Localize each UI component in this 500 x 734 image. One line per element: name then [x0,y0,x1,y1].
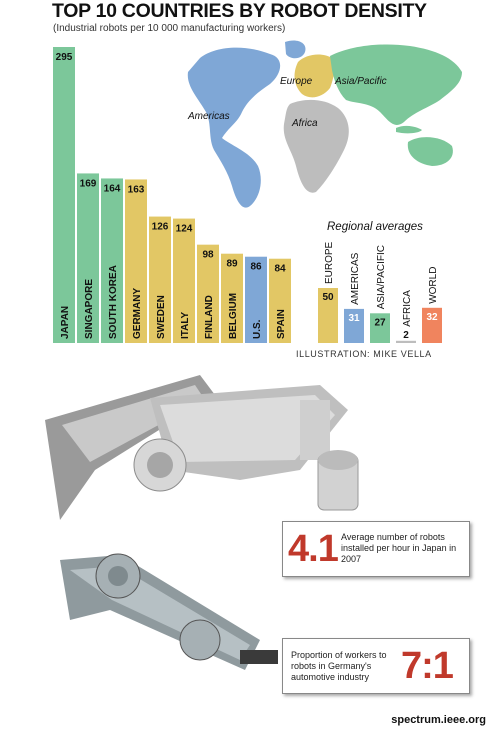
bar-sweden [149,216,171,343]
map-americas [187,47,281,208]
bar-spain [269,258,291,343]
bar-south-korea [101,178,123,343]
bar-italy [173,218,195,343]
map-australia [407,137,453,166]
stat-value-robots-per-hour: 4.1 [288,528,339,570]
region-bar-value-label: 2 [403,330,409,341]
stat-value-worker-ratio: 7:1 [401,645,454,687]
bar-u-s- [245,256,267,343]
stat-text-robots-per-hour: Average number of robots installed per h… [341,532,457,564]
stat-box-robots-per-hour: 4.1 Average number of robots installed p… [282,521,470,577]
map-label-europe: Europe [280,76,313,87]
regional-bar-chart: 50 EUROPE 31 AMERICAS 27 ASIA/PACIFIC 2 AFRICA 3… [318,241,442,343]
bar-category-label: SPAIN [276,309,287,339]
bar-category-label: FINLAND [204,295,215,339]
bar-value-label: 86 [250,262,262,273]
bar-category-label: ITALY [180,311,191,339]
region-bar-americas [344,308,364,343]
bar-germany [125,179,147,343]
footer-source: spectrum.ieee.org [391,714,486,726]
stat-text-worker-ratio: Proportion of workers to robots in Germa… [291,650,387,682]
bar-value-label: 295 [56,52,73,63]
robot-arm-illustration-top [45,375,359,520]
region-bar-asia-pacific [370,313,390,343]
bar-belgium [221,253,243,343]
map-africa [283,99,349,193]
bar-japan [53,47,75,343]
map-indonesia [396,125,422,134]
region-category-label: WORLD [428,267,439,304]
bar-value-label: 84 [274,264,286,275]
bar-value-label: 98 [202,250,214,261]
robot-arm-illustration-bottom [60,553,278,670]
bar-finland [197,244,219,343]
bar-category-label: BELGIUM [228,293,239,339]
chart-subtitle: (Industrial robots per 10 000 manufactur… [53,23,286,34]
map-greenland [285,40,306,59]
stat-box-worker-ratio: Proportion of workers to robots in Germa… [282,638,470,694]
main-bar-chart: 295 JAPAN 169 SINGAPORE 164 SOUTH KOREA 163 GER… [53,47,291,343]
region-bar-africa [396,340,416,343]
bar-singapore [77,173,99,343]
bar-category-label: SINGAPORE [84,279,95,339]
chart-title: TOP 10 COUNTRIES BY ROBOT DENSITY [52,0,427,22]
region-bar-value-label: 27 [374,317,386,328]
bar-category-label: SWEDEN [156,295,167,339]
region-bar-europe [318,288,338,343]
world-map: Europe Asia/Pacific Americas Africa [187,40,462,208]
map-label-americas: Americas [187,111,230,122]
region-category-label: AMERICAS [350,252,361,305]
region-bar-value-label: 50 [322,292,334,303]
map-label-asia: Asia/Pacific [334,76,387,87]
bar-category-label: SOUTH KOREA [108,265,119,339]
bar-value-label: 163 [128,184,145,195]
region-category-label: AFRICA [402,290,413,327]
map-asia [330,44,462,125]
bar-value-label: 126 [152,222,169,233]
bar-category-label: GERMANY [132,288,143,339]
bar-category-label: JAPAN [60,306,71,339]
region-bar-world [422,307,442,343]
bar-category-label: U.S. [252,319,263,339]
region-bar-value-label: 31 [348,313,360,324]
region-category-label: ASIA/PACIFIC [376,245,387,309]
bar-value-label: 169 [80,178,97,189]
map-europe [294,54,335,98]
bar-value-label: 124 [176,224,193,235]
bar-value-label: 164 [104,183,121,194]
bar-value-label: 89 [226,259,238,270]
illustration-credit: ILLUSTRATION: MIKE VELLA [296,349,432,359]
region-category-label: EUROPE [324,241,335,284]
map-label-africa: Africa [291,118,318,129]
regional-title: Regional averages [327,221,423,233]
region-bar-value-label: 32 [426,312,438,323]
